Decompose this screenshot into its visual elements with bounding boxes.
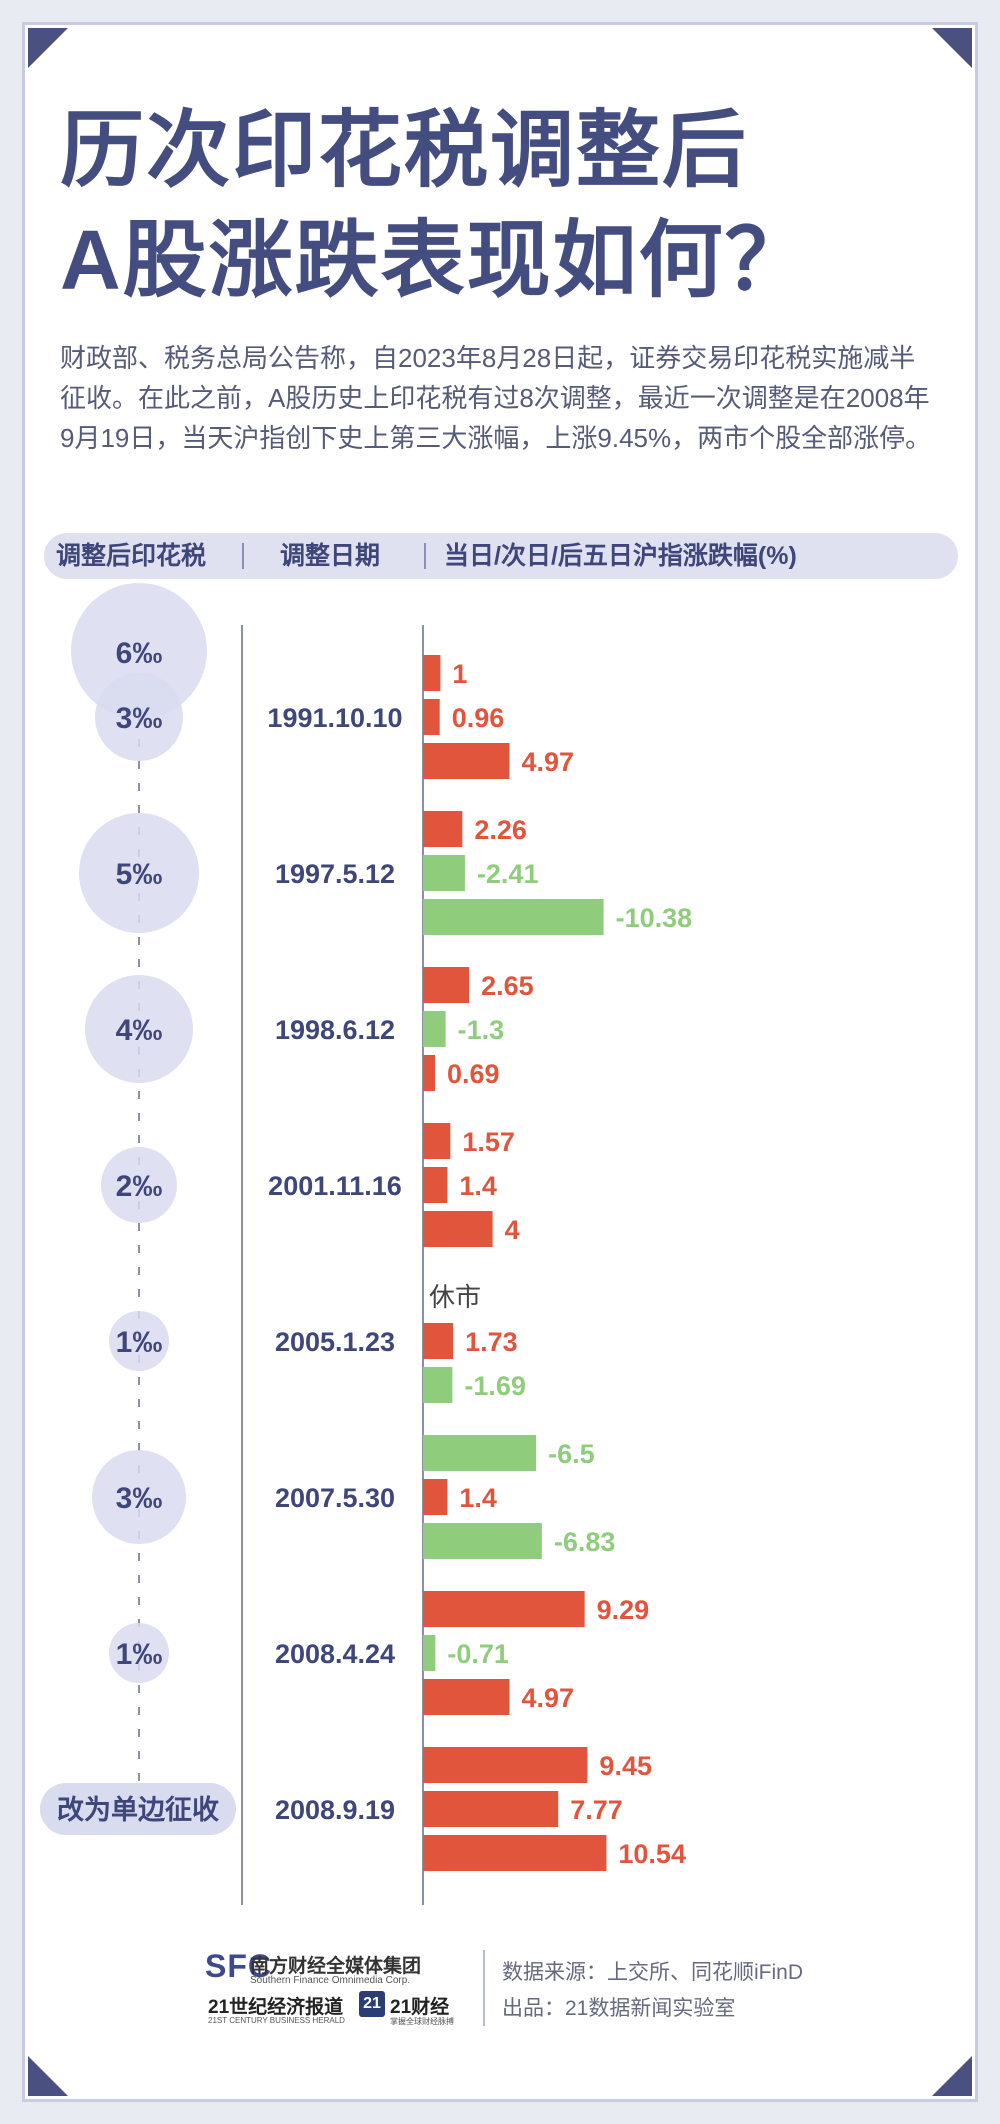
date-label: 2007.5.30 (275, 1483, 395, 1513)
rate-circle (85, 975, 193, 1083)
producer-credit: 出品：21数据新闻实验室 (502, 1997, 736, 2020)
21cj-logo: 21财经 (390, 1997, 450, 2018)
rate-label: 改为单边征收 (57, 1795, 219, 1825)
corner-decoration-bottom-right (932, 2056, 972, 2096)
corner-decoration-top-left (28, 28, 68, 68)
21-logo-badge: 21 (359, 1991, 385, 2017)
corner-decoration-top-right (932, 28, 972, 68)
rate-pill (40, 1783, 236, 1835)
rate-label: 2‰ (116, 1170, 163, 1203)
bar-value-label: 1.4 (459, 1483, 497, 1513)
corner-decoration-bottom-left (28, 2056, 68, 2096)
cbh-logo-english: 21ST CENTURY BUSINESS HERALD (208, 2016, 345, 2025)
cbh-logo: 21世纪经济报道 (208, 1997, 344, 2018)
rate-label: 4‰ (116, 1014, 163, 1047)
bar-value-label: 0.96 (452, 703, 505, 733)
bar-value-label: 0.69 (447, 1059, 500, 1089)
header-change: 当日/次日/后五日沪指涨跌幅(%) (444, 542, 797, 570)
date-label: 1991.10.10 (267, 703, 402, 733)
bar (423, 899, 604, 935)
bar (423, 1055, 436, 1091)
date-label: 2005.1.23 (275, 1327, 395, 1357)
bar (423, 1679, 510, 1715)
bar-value-label: -0.71 (447, 1639, 509, 1669)
bar (423, 699, 440, 735)
sfc-logo-name: 南方财经全媒体集团 (250, 1956, 422, 1977)
rate-label: 5‰ (116, 858, 163, 891)
bar (423, 967, 470, 1003)
bar (423, 811, 463, 847)
header-rate: 调整后印花税 (56, 542, 207, 570)
bar (423, 1479, 448, 1515)
bar (423, 1435, 537, 1471)
bar-value-label: 4.97 (521, 747, 574, 777)
bar-value-label: -10.38 (616, 903, 693, 933)
bar (423, 1791, 559, 1827)
bar (423, 1591, 585, 1627)
bar-value-label: 9.45 (599, 1751, 652, 1781)
bar (423, 1167, 448, 1203)
bar (423, 1123, 451, 1159)
column-header-bar: 调整后印花税 调整日期 当日/次日/后五日沪指涨跌幅(%) (44, 533, 958, 579)
bar (423, 1747, 588, 1783)
footer-divider (483, 1950, 485, 2026)
bar (423, 655, 441, 691)
bar-value-label: 1.4 (459, 1171, 497, 1201)
bar (423, 1211, 493, 1247)
page-title-line-2: A股涨跌表现如何？ (60, 213, 811, 307)
bar (423, 743, 510, 779)
data-source: 数据来源：上交所、同花顺iFinD (502, 1961, 804, 1984)
rate-circle (95, 673, 183, 761)
21cj-logo-tagline: 掌握全球财经脉搏 (390, 2017, 454, 2026)
rate-label: 3‰ (116, 1482, 163, 1515)
bar-value-label: 1 (452, 659, 467, 689)
bar-value-label: -6.5 (548, 1439, 595, 1469)
date-label: 1997.5.12 (275, 859, 395, 889)
header-separator (242, 543, 244, 569)
bar-value-label: 10.54 (618, 1839, 686, 1869)
bar-value-label: -1.3 (458, 1015, 505, 1045)
sfc-logo-english: Southern Finance Omnimedia Corp. (250, 1975, 411, 1986)
date-label: 2001.11.16 (268, 1171, 402, 1201)
initial-rate-circle (71, 583, 207, 719)
bar-value-label: 1.57 (462, 1127, 515, 1157)
rate-label: 3‰ (116, 702, 163, 735)
bar-value-label: 4 (505, 1215, 520, 1245)
date-label: 2008.4.24 (275, 1639, 395, 1669)
intro-paragraph: 财政部、税务总局公告称，自2023年8月28日起，证券交易印花税实施减半征收。在… (60, 343, 932, 453)
bar-value-label: 7.77 (570, 1795, 623, 1825)
bar-value-label: -6.83 (554, 1527, 616, 1557)
rate-circle (109, 1623, 169, 1683)
rate-circle (79, 813, 199, 933)
bar (423, 1367, 453, 1403)
bar (423, 1011, 446, 1047)
header-date: 调整日期 (280, 542, 381, 570)
bar (423, 1323, 454, 1359)
rate-circle (92, 1450, 186, 1544)
rate-circle (101, 1147, 177, 1223)
rate-circle (109, 1311, 169, 1371)
bar-value-label: 4.97 (521, 1683, 574, 1713)
bar-value-label: 2.26 (474, 815, 527, 845)
header-separator (424, 543, 426, 569)
rate-label: 1‰ (116, 1638, 163, 1671)
date-label: 1998.6.12 (275, 1015, 395, 1045)
bar-value-label: 2.65 (481, 971, 534, 1001)
bar (423, 1635, 436, 1671)
sfc-logo: SFC (205, 1948, 272, 1984)
bar (423, 1523, 542, 1559)
bar (423, 855, 465, 891)
market-closed-label: 休市 (429, 1282, 481, 1312)
bar-value-label: -2.41 (477, 859, 539, 889)
rate-label: 1‰ (116, 1326, 163, 1359)
bar-value-label: -1.69 (464, 1371, 526, 1401)
bar-value-label: 9.29 (597, 1595, 650, 1625)
page-title-line-1: 历次印花税调整后 (60, 103, 749, 197)
bar-value-label: 1.73 (465, 1327, 518, 1357)
bar (423, 1835, 607, 1871)
date-label: 2008.9.19 (275, 1795, 395, 1825)
initial-rate-label: 6‰ (116, 637, 163, 670)
